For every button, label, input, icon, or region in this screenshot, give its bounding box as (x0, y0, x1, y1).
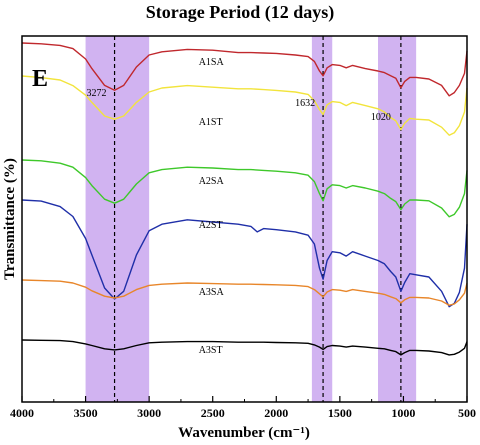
x-tick-label-3500: 3500 (74, 406, 98, 420)
series-label-a1st: A1ST (199, 117, 223, 128)
x-tick-label-500: 500 (458, 406, 476, 420)
peak-label-1632: 1632 (295, 98, 315, 109)
series-label-a2st: A2ST (199, 220, 223, 231)
series-label-a3st: A3ST (199, 345, 223, 356)
series-line-a1st (21, 75, 468, 136)
peak-label-3272: 3272 (87, 88, 107, 99)
panel-letter: E (32, 66, 48, 92)
highlight-band-3 (378, 36, 417, 402)
highlight-band-2 (311, 36, 333, 402)
series-label-a1sa: A1SA (199, 57, 225, 68)
x-tick-label-1500: 1500 (328, 406, 352, 420)
x-tick-label-3000: 3000 (137, 406, 161, 420)
x-tick-label-2500: 2500 (201, 406, 225, 420)
x-tick-label-1000: 1000 (391, 406, 415, 420)
series-line-a2sa (21, 159, 468, 218)
y-axis-title: Transmittance (%) (2, 158, 18, 280)
series-line-a2st (21, 199, 468, 308)
chart-title: Storage Period (12 days) (145, 2, 335, 22)
series-line-a3st (21, 339, 468, 356)
series-label-a2sa: A2SA (199, 176, 225, 187)
series-line-a1sa (21, 42, 468, 97)
series-line-a3sa (21, 279, 468, 306)
x-tick-label-4000: 4000 (10, 406, 34, 420)
x-axis-title: Wavenumber (cm⁻¹) (178, 425, 310, 441)
highlight-band-1 (85, 36, 150, 402)
series-label-a3sa: A3SA (199, 287, 225, 298)
x-tick-label-2000: 2000 (264, 406, 288, 420)
peak-label-1020: 1020 (371, 112, 391, 123)
